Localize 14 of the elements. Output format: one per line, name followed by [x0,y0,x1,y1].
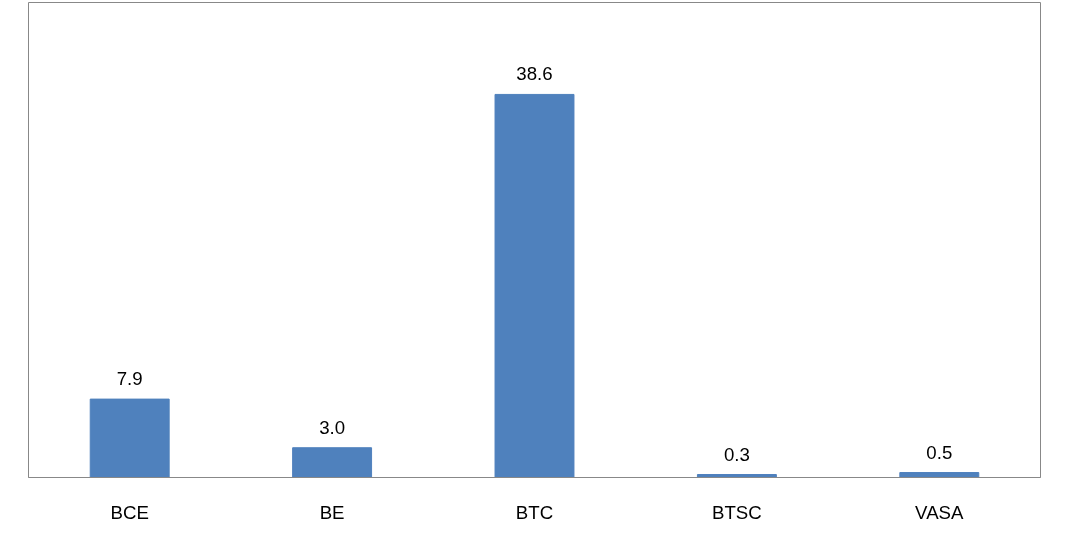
x-tick-label: VASA [915,501,965,523]
data-label: 38.6 [516,63,553,85]
data-label: 3.0 [319,416,346,438]
x-tick-label: BTSC [712,501,762,523]
data-label: 7.9 [116,368,143,390]
data-label: 0.3 [723,443,750,465]
data-label: 0.5 [926,441,953,463]
x-tick-label: BTC [515,501,554,523]
bar [899,472,980,478]
bar [89,398,170,478]
bar [494,93,575,478]
x-tick-label: BCE [110,501,149,523]
bar [292,447,373,478]
x-tick-label: BE [319,501,345,523]
